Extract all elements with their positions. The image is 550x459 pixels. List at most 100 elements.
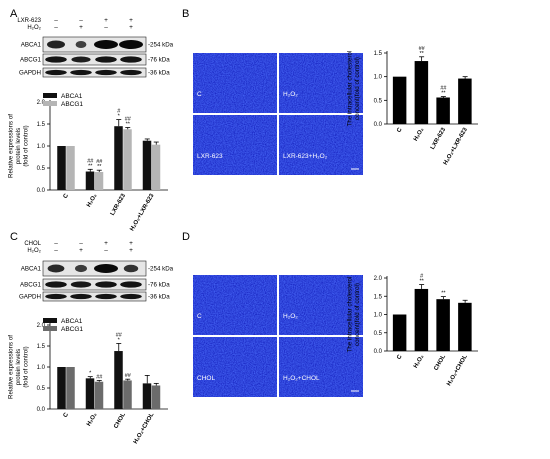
legend-swatch [43, 326, 57, 331]
panel-letter-b: B [182, 8, 189, 20]
bar [458, 78, 472, 124]
legend-label: ABCA1 [61, 318, 83, 325]
y-tick-label: 0.5 [374, 98, 383, 104]
bar [414, 288, 429, 351]
x-tick-label: H₂O₂ [413, 127, 426, 143]
x-tick-label: H₂O₂ [86, 412, 99, 428]
significance-mark: ## [96, 159, 103, 165]
blot-band [120, 293, 142, 300]
blot-band [70, 69, 92, 76]
y-tick-label: 1.0 [374, 313, 383, 319]
y-tick-label: 0.5 [37, 166, 46, 172]
x-tick-label: LXR-623 [110, 192, 128, 216]
bar [66, 367, 75, 409]
bar [85, 378, 95, 409]
blot-band [45, 293, 67, 300]
treatment-label: H₂O₂ [27, 248, 41, 254]
bar [123, 380, 132, 409]
blot-band [75, 40, 87, 49]
blot-band [95, 293, 117, 300]
blot-strip [42, 291, 147, 302]
y-axis-label: protein levels [15, 128, 22, 164]
micrograph-tile [193, 337, 277, 397]
y-axis-label: protein levels [15, 349, 22, 385]
treatment-sign: + [129, 24, 133, 31]
y-axis-label: concent(fold of control) [354, 57, 361, 120]
bar [114, 351, 123, 409]
y-tick-label: 0.0 [37, 407, 46, 413]
y-tick-label: 1.0 [37, 365, 46, 371]
significance-mark: * [118, 337, 121, 343]
blot-strip [42, 53, 147, 66]
bar-chart-b: 0.0 0.5 1.0 1.5 The intracellular cholestero… [346, 46, 478, 166]
bar [66, 146, 75, 190]
bar [94, 381, 104, 409]
y-tick-label: 2.0 [37, 100, 46, 106]
bar [436, 299, 450, 351]
significance-mark: ** [88, 163, 93, 169]
blot-band [95, 281, 117, 288]
treatment-label: H₂O₂ [27, 25, 41, 31]
micrograph-label: C [197, 313, 202, 320]
significance-mark: ** [126, 122, 131, 128]
treatment-sign: – [54, 24, 58, 31]
treatment-sign: + [129, 247, 133, 254]
micrograph-label: LXR-623+H₂O₂ [283, 153, 328, 160]
treatment-sign: – [104, 24, 108, 31]
y-tick-label: 1.5 [374, 294, 383, 300]
treatment-sign: – [54, 247, 58, 254]
x-tick-label: C [396, 126, 404, 133]
x-tick-label: LXR-623 [430, 126, 448, 150]
x-tick-label: CHOL [433, 354, 447, 372]
treatment-sign: + [79, 247, 83, 254]
y-tick-label: 1.0 [374, 75, 383, 81]
bar [436, 97, 450, 124]
kda-label: -76 kDa [148, 57, 170, 64]
y-axis-label: (fold of control) [23, 125, 30, 166]
micrograph-label: CHOL [197, 375, 215, 382]
bar [57, 146, 66, 190]
band-label: ABCG1 [20, 282, 42, 289]
band-label: ABCG1 [20, 57, 42, 64]
bar [392, 76, 407, 124]
significance-mark: ** [97, 164, 102, 170]
y-tick-label: 1.5 [37, 344, 46, 350]
treatment-sign: – [54, 240, 58, 247]
y-axis-label: concent(fold of control) [354, 283, 361, 346]
band-label: GAPDH [19, 70, 41, 77]
significance-mark: ** [441, 291, 446, 297]
blot-band [94, 264, 118, 273]
fluorescence-images-d: C H₂O₂ CHOL H₂O₂+CHOL [193, 275, 363, 397]
y-axis-label: (fold of control) [23, 346, 30, 387]
bar [94, 171, 104, 190]
bar-chart-c: 0.0 0.5 1.0 1.5 2.0 Relative expressions of pr… [8, 318, 168, 445]
treatment-sign: + [79, 24, 83, 31]
blot-band [120, 56, 142, 63]
y-tick-label: 1.5 [374, 51, 383, 57]
x-tick-label: H₂O₂+LXR-623 [443, 126, 469, 166]
band-label: GAPDH [19, 294, 41, 301]
significance-mark: ## [87, 158, 94, 164]
blot-band [119, 40, 143, 49]
treatment-sign: – [79, 240, 83, 247]
blot-strip [42, 278, 147, 291]
legend-label: ABCA1 [61, 93, 83, 100]
y-tick-label: 0.0 [374, 122, 383, 128]
blot-band [45, 281, 67, 288]
blot-band [120, 281, 142, 288]
blot-band [75, 264, 87, 273]
micrograph-label: H₂O₂ [283, 313, 298, 320]
micrograph-tile [193, 115, 277, 175]
y-axis-label: Relative expressions of [8, 335, 15, 399]
y-axis-label: The intracellular cholesterol [346, 277, 353, 353]
blot-strip [42, 67, 147, 78]
bar [85, 171, 95, 190]
blot-band [71, 56, 91, 63]
x-tick-label: C [63, 192, 71, 199]
y-tick-label: 0.5 [37, 386, 46, 392]
blot-band [45, 56, 67, 63]
significance-mark: ## [125, 373, 132, 379]
